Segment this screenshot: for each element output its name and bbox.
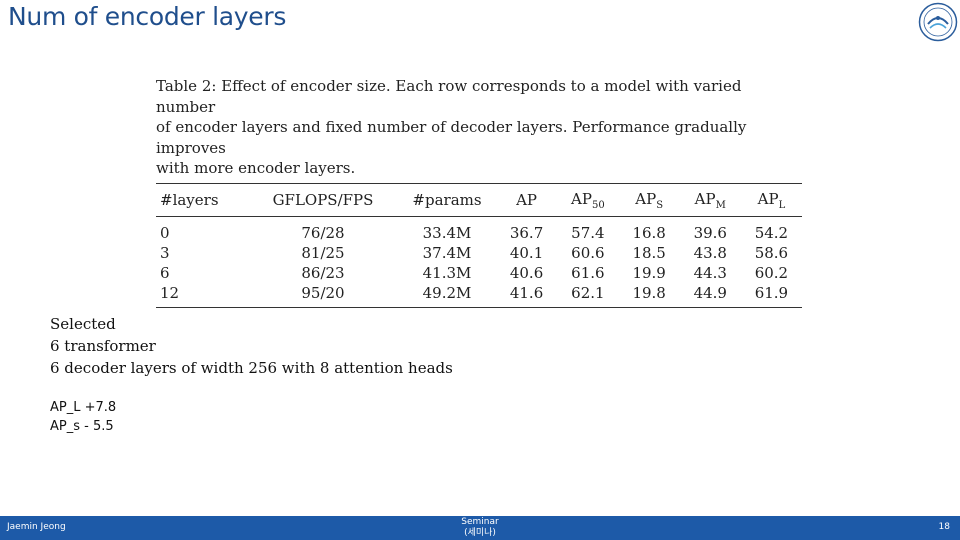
slide-title: Num of encoder layers — [8, 2, 287, 31]
table-header-row: #layers GFLOPS/FPS #params AP AP50 APS A… — [156, 183, 802, 217]
header-apl: APL — [740, 183, 802, 217]
page-number: 18 — [938, 522, 950, 532]
table-cell: 61.6 — [571, 263, 605, 282]
table-row: 3 81/25 37.4M 40.1 60.6 18.5 43.8 58.6 — [156, 243, 802, 263]
note-line: Selected — [50, 315, 116, 333]
table-cell: 36.7 — [509, 223, 544, 242]
footer-author: Jaemin Jeong — [7, 522, 66, 532]
results-table-figure: Table 2: Effect of encoder size. Each ro… — [156, 76, 802, 308]
table-cell: 40.6 — [509, 263, 544, 282]
table-cell: 19.8 — [632, 283, 666, 302]
table-cell: 62.1 — [571, 283, 605, 302]
caption-line: of encoder layers and fixed number of de… — [156, 118, 747, 157]
table-cell: 49.2M — [422, 283, 472, 302]
table-cell: 41.3M — [422, 263, 472, 282]
footer-center-label: Seminar (세미나) — [450, 517, 510, 539]
table-cell: 86/23 — [301, 263, 345, 282]
header-ap: AP — [496, 183, 558, 217]
table-cell: 54.2 — [754, 223, 789, 242]
table-cell: 16.8 — [632, 223, 666, 242]
header-apm: APM — [679, 183, 741, 217]
university-logo-icon — [918, 2, 958, 42]
table-cell: 44.3 — [693, 263, 727, 282]
encoder-size-table: #layers GFLOPS/FPS #params AP AP50 APS A… — [156, 182, 802, 308]
table-cell: 19.9 — [632, 263, 666, 282]
table-cell: 12 — [160, 283, 180, 302]
table-cell: 61.9 — [754, 283, 789, 302]
table-cell: 40.1 — [509, 243, 544, 262]
table-cell: 37.4M — [422, 243, 472, 262]
table-cell: 76/28 — [301, 223, 345, 242]
table-cell: 57.4 — [571, 223, 605, 242]
note-line: 6 decoder layers of width 256 with 8 att… — [50, 359, 453, 377]
metric-line: AP_s - 5.5 — [50, 419, 114, 434]
table-row: 0 76/28 33.4M 36.7 57.4 16.8 39.6 54.2 — [156, 216, 802, 243]
table-cell: 0 — [160, 223, 170, 242]
header-layers: #layers — [156, 183, 248, 217]
table-caption: Table 2: Effect of encoder size. Each ro… — [156, 76, 802, 179]
footer-bar: Jaemin Jeong Seminar (세미나) 18 — [0, 516, 960, 540]
note-line: 6 transformer — [50, 337, 156, 355]
table-cell: 18.5 — [632, 243, 666, 262]
table-cell: 3 — [160, 243, 170, 262]
table-cell: 60.6 — [571, 243, 605, 262]
table-cell: 43.8 — [693, 243, 727, 262]
footer-center-line: (세미나) — [464, 528, 496, 538]
table-cell: 58.6 — [754, 243, 789, 262]
table-row: 12 95/20 49.2M 41.6 62.1 19.8 44.9 61.9 — [156, 283, 802, 308]
caption-line: with more encoder layers. — [156, 159, 356, 177]
caption-line: Table 2: Effect of encoder size. Each ro… — [156, 77, 742, 116]
metric-line: AP_L +7.8 — [50, 400, 117, 415]
table-cell: 60.2 — [754, 263, 789, 282]
table-cell: 6 — [160, 263, 170, 282]
selection-notes: Selected 6 transformer 6 decoder layers … — [50, 313, 453, 379]
table-cell: 41.6 — [509, 283, 544, 302]
header-aps: APS — [618, 183, 680, 217]
table-cell: 81/25 — [301, 243, 345, 262]
header-params: #params — [398, 183, 496, 217]
metric-notes: AP_L +7.8 AP_s - 5.5 — [50, 398, 116, 436]
footer-center-line: Seminar — [461, 517, 499, 527]
header-gflops-fps: GFLOPS/FPS — [248, 183, 398, 217]
table-cell: 95/20 — [301, 283, 345, 302]
table-cell: 44.9 — [693, 283, 727, 302]
table-cell: 33.4M — [422, 223, 472, 242]
header-ap50: AP50 — [557, 183, 619, 217]
table-row: 6 86/23 41.3M 40.6 61.6 19.9 44.3 60.2 — [156, 263, 802, 283]
table-cell: 39.6 — [693, 223, 727, 242]
